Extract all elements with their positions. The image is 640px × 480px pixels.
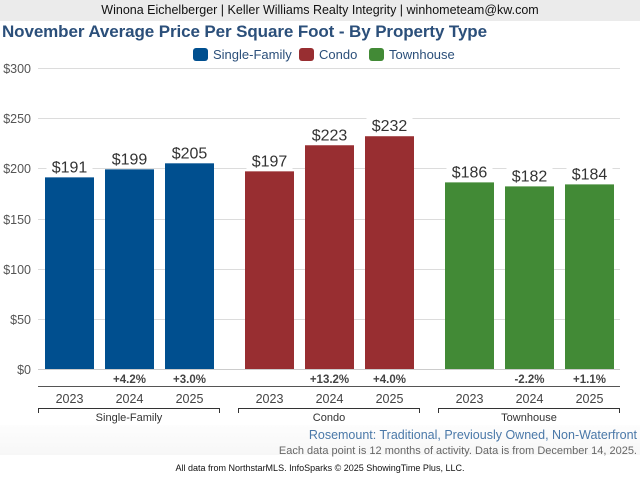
year-label: 2024 <box>516 392 544 406</box>
year-label: 2025 <box>376 392 404 406</box>
chart-subtitle: Rosemount: Traditional, Previously Owned… <box>308 428 637 442</box>
value-label-backdrop <box>46 155 93 176</box>
value-label-backdrop <box>166 141 213 162</box>
group-label: Condo <box>313 412 345 424</box>
legend-item-townhouse[interactable]: Townhouse <box>369 45 455 63</box>
y-tick-label: $50 <box>10 313 31 327</box>
value-label: $186 <box>452 164 488 181</box>
change-label: +3.0% <box>173 374 206 386</box>
year-label: 2025 <box>576 392 604 406</box>
data-note: Each data point is 12 months of activity… <box>278 445 637 457</box>
bar <box>505 186 554 369</box>
legend-swatch-townhouse <box>369 47 384 61</box>
year-label: 2024 <box>116 392 144 406</box>
footer-band <box>0 425 640 455</box>
bar <box>105 169 154 369</box>
y-tick-label: $200 <box>3 162 31 176</box>
value-label-backdrop <box>566 162 613 183</box>
group-label: Townhouse <box>501 412 557 424</box>
y-tick-label: $150 <box>3 213 31 227</box>
y-tick-label: $100 <box>3 263 31 277</box>
legend: Single-Family Condo Townhouse <box>0 45 640 63</box>
value-label: $197 <box>252 153 288 170</box>
legend-item-single-family[interactable]: Single-Family <box>193 45 292 63</box>
value-label-backdrop <box>106 147 153 168</box>
group-bracket <box>238 408 420 413</box>
value-label: $232 <box>372 118 408 135</box>
legend-label: Condo <box>319 46 358 62</box>
legend-item-condo[interactable]: Condo <box>299 45 357 63</box>
y-tick-label: $250 <box>3 112 31 126</box>
change-label: +1.1% <box>573 374 606 386</box>
year-label: 2023 <box>256 392 284 406</box>
bar <box>445 182 494 369</box>
y-tick-label: $300 <box>3 62 31 76</box>
change-label: +4.2% <box>113 374 146 386</box>
bar <box>565 184 614 369</box>
bar-chart: $0 $50 $100 $150 $200 $250 $300 $191 2023 $199 +4.… <box>3 62 620 424</box>
change-label: +13.2% <box>310 374 349 386</box>
bar <box>45 177 94 369</box>
value-label-backdrop <box>366 114 413 135</box>
bar <box>245 171 294 369</box>
agent-header: Winona Eichelberger | Keller Williams Re… <box>0 0 640 21</box>
group-label: Single-Family <box>96 412 163 424</box>
legend-swatch-single-family <box>193 47 208 61</box>
bar <box>365 136 414 369</box>
change-label: -2.2% <box>514 374 544 386</box>
change-label: +4.0% <box>373 374 406 386</box>
value-label-backdrop <box>246 149 293 170</box>
legend-label: Single-Family <box>213 46 292 62</box>
value-label-backdrop <box>506 164 553 185</box>
value-label: $182 <box>512 168 548 185</box>
legend-swatch-condo <box>299 47 314 61</box>
group-bracket <box>38 408 220 413</box>
year-label: 2025 <box>176 392 204 406</box>
value-label-backdrop <box>306 123 353 144</box>
value-label: $191 <box>52 159 88 176</box>
value-label-backdrop <box>446 160 493 181</box>
value-label: $223 <box>312 127 348 144</box>
y-tick-label: $0 <box>17 363 31 377</box>
data-credit: All data from NorthstarMLS. InfoSparks ©… <box>175 463 465 473</box>
year-label: 2023 <box>56 392 84 406</box>
value-label: $199 <box>112 151 148 168</box>
bar <box>305 145 354 369</box>
year-label: 2023 <box>456 392 484 406</box>
year-label: 2024 <box>316 392 344 406</box>
value-label: $184 <box>572 166 608 183</box>
legend-label: Townhouse <box>389 46 455 62</box>
bar <box>165 163 214 369</box>
chart-title: November Average Price Per Square Foot -… <box>2 22 487 41</box>
group-bracket <box>438 408 620 413</box>
value-label: $205 <box>172 145 208 162</box>
